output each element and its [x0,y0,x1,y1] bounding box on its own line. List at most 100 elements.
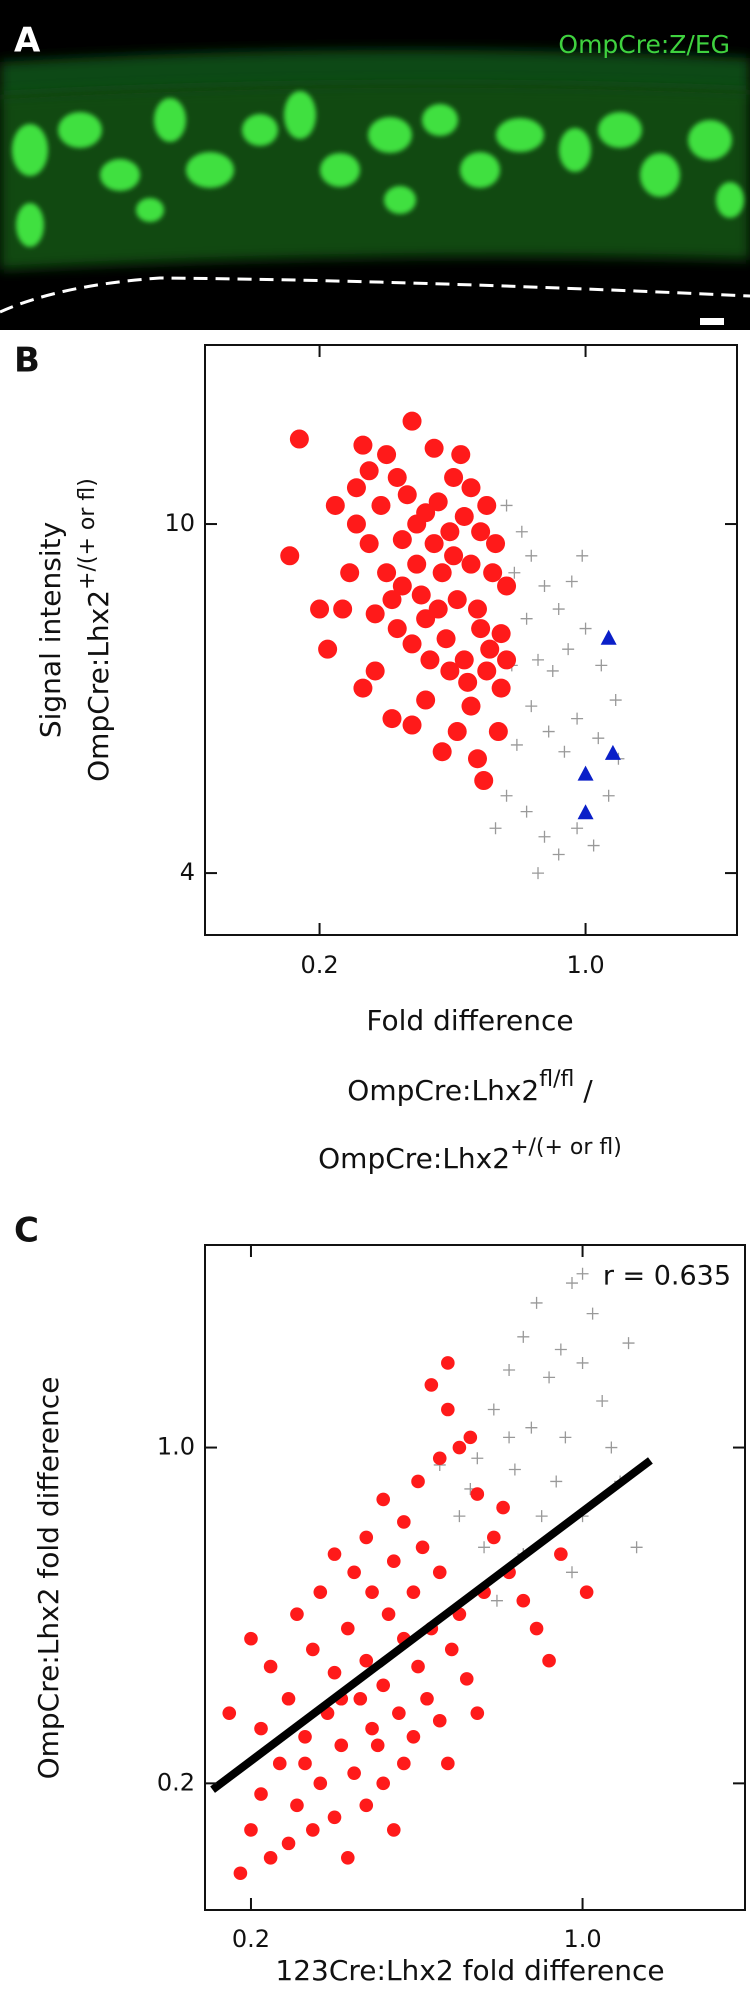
point [525,549,538,562]
axis-title-sup: fl/fl [539,1067,574,1092]
point [347,1766,361,1780]
point [454,506,474,526]
point [263,1659,278,1674]
point [517,1330,530,1343]
point [444,1642,459,1657]
axis-title: 123Cre:Lhx2 fold difference [275,1954,664,1987]
point [538,579,551,592]
point [327,1665,342,1680]
y-tick-label: 10 [164,509,195,537]
point [576,549,589,562]
point [428,599,448,619]
point [565,1277,578,1290]
axis-title: OmpCre:Lhx2fl/fl / [347,1067,593,1107]
point [365,661,385,681]
point [387,467,407,487]
point [254,1721,268,1736]
point [444,467,464,487]
cell-layer [0,83,750,270]
point [550,1475,563,1488]
point [441,1356,455,1370]
point [365,1585,379,1599]
point [453,1510,466,1523]
point [377,563,397,583]
point [327,1810,342,1825]
point [552,603,565,616]
image-caption: OmpCre:Z/EG [558,30,730,59]
plot-area [210,1267,653,1881]
point [289,429,309,449]
point [510,738,523,751]
point [488,722,508,742]
point [298,1729,312,1744]
point [263,1850,278,1865]
point [281,1691,296,1706]
point [542,1653,556,1668]
point [497,650,517,670]
point [432,563,452,583]
point [306,1823,320,1837]
point [500,499,513,512]
point [340,563,360,583]
panel-label: A [14,21,41,61]
point [346,478,366,498]
point [447,722,467,742]
point [486,534,506,554]
point [516,1593,531,1608]
point [451,445,471,465]
x-tick-label: 1.0 [566,951,604,979]
point [327,1547,342,1561]
point [411,1659,425,1674]
point [318,639,338,659]
x-tick-label: 0.2 [232,1925,270,1953]
point [222,1706,237,1720]
panel-label: C [14,1211,39,1251]
point [406,1729,421,1744]
point [471,1452,484,1465]
point [359,1798,374,1813]
series [222,1356,594,1881]
point [272,1756,287,1771]
cell-bodies [12,91,744,247]
point [432,1451,447,1466]
point [622,1337,635,1350]
axis-title-base: OmpCre:Lhx2 [347,1074,539,1107]
point [461,478,481,498]
point [382,709,402,729]
axis-title: OmpCre:Lhx2+/(+ or fl) [75,478,115,782]
point [280,546,300,566]
point [508,1463,521,1476]
point [382,590,402,610]
point [491,678,511,698]
point [525,700,538,713]
point [333,599,353,619]
point [480,639,500,659]
axis-title: OmpCre:Lhx2+/(+ or fl) [318,1135,622,1175]
point [532,653,545,666]
x-tick-label: 0.2 [300,951,338,979]
point [353,435,373,455]
point [290,1798,304,1813]
point [370,1738,385,1753]
point [313,1776,328,1791]
point [244,1823,258,1837]
point [461,696,481,716]
point [470,1487,485,1501]
point [452,1440,467,1455]
point [424,1378,439,1392]
point [281,1836,296,1851]
axis-title-sup: +/(+ or fl) [510,1135,622,1160]
point [371,495,391,515]
point [402,411,422,431]
point [546,664,559,677]
point [432,1713,447,1728]
point [341,1621,355,1636]
point [432,742,452,762]
point [392,576,412,596]
point [596,1394,609,1407]
point [630,1541,643,1554]
point [386,1554,401,1569]
point [595,659,608,672]
point [477,661,497,681]
point [467,599,487,619]
